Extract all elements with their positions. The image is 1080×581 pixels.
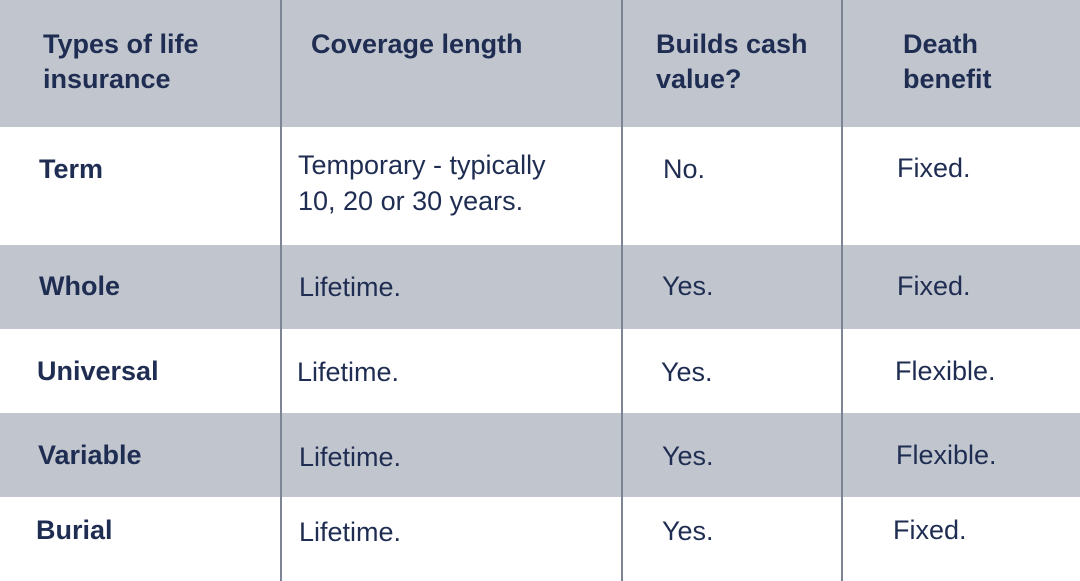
- header-death: Death benefit: [903, 29, 992, 94]
- header-coverage: Coverage length: [311, 29, 523, 59]
- row-cash: Yes.: [661, 357, 713, 387]
- row-type: Burial: [36, 515, 113, 545]
- row-coverage: Temporary - typically 10, 20 or 30 years…: [298, 150, 546, 216]
- column-divider: [621, 0, 623, 581]
- row-type: Term: [39, 154, 104, 184]
- column-divider: [841, 0, 843, 581]
- table-row: Whole Lifetime. Yes. Fixed.: [0, 245, 1080, 329]
- row-death: Flexible.: [895, 356, 996, 386]
- row-cash: No.: [663, 154, 706, 184]
- row-type: Variable: [38, 440, 142, 470]
- row-coverage: Lifetime.: [297, 357, 400, 387]
- row-type: Whole: [39, 271, 120, 301]
- table-row: Term Temporary - typically 10, 20 or 30 …: [0, 127, 1080, 245]
- row-coverage: Lifetime.: [299, 442, 402, 472]
- row-coverage: Lifetime.: [299, 272, 402, 302]
- row-cash: Yes.: [662, 441, 714, 471]
- row-type: Universal: [37, 356, 159, 386]
- column-divider: [280, 0, 282, 581]
- row-death: Fixed.: [897, 153, 971, 183]
- row-death: Fixed.: [897, 271, 971, 301]
- row-coverage: Lifetime.: [299, 517, 402, 547]
- header-types: Types of life insurance: [43, 29, 199, 94]
- row-death: Flexible.: [896, 440, 997, 470]
- header-row: Types of life insurance Coverage length …: [0, 0, 1080, 127]
- table-row: Burial Lifetime. Yes. Fixed.: [0, 497, 1080, 581]
- row-cash: Yes.: [662, 271, 714, 301]
- row-cash: Yes.: [662, 516, 714, 546]
- table-row: Universal Lifetime. Yes. Flexible.: [0, 329, 1080, 413]
- row-death: Fixed.: [893, 515, 967, 545]
- table-row: Variable Lifetime. Yes. Flexible.: [0, 413, 1080, 497]
- header-cash: Builds cash value?: [656, 29, 808, 94]
